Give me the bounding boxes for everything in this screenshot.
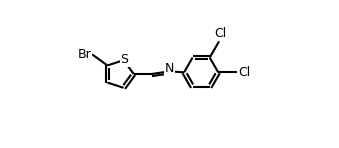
Text: N: N (164, 62, 174, 75)
Text: Cl: Cl (238, 66, 250, 79)
Text: Cl: Cl (214, 27, 226, 40)
Text: Br: Br (78, 48, 91, 61)
Text: S: S (121, 53, 128, 66)
